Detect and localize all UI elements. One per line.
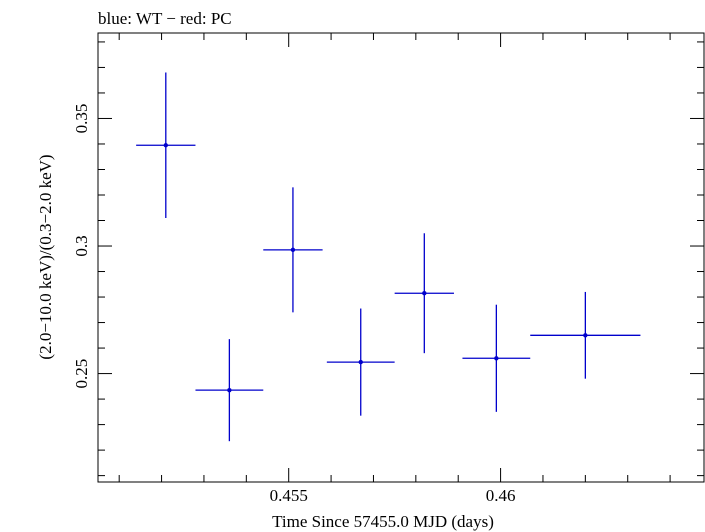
axis-ticks — [98, 33, 704, 482]
x-tick-label: 0.455 — [270, 486, 308, 505]
chart-title: blue: WT − red: PC — [98, 9, 232, 28]
data-point — [195, 339, 264, 442]
x-tick-labels: 0.455 0.46 — [270, 486, 516, 505]
y-axis-label: (2.0−10.0 keV)/(0.3−2.0 keV) — [36, 154, 55, 359]
x-axis-label: Time Since 57455.0 MJD (days) — [272, 512, 494, 531]
data-point — [530, 291, 641, 379]
data-point — [462, 304, 531, 412]
y-tick-label: 0.25 — [72, 359, 91, 389]
data-point — [136, 72, 196, 218]
point-marker — [583, 333, 588, 338]
plot-frame — [97, 32, 705, 483]
data-point — [394, 233, 454, 354]
point-marker — [227, 387, 232, 393]
data-points — [136, 72, 641, 442]
data-point — [263, 187, 323, 313]
point-marker — [163, 143, 169, 148]
y-tick-label: 0.3 — [72, 235, 91, 256]
y-tick-label: 0.35 — [72, 104, 91, 134]
point-marker — [422, 291, 427, 296]
point-marker — [494, 356, 499, 361]
y-tick-labels: 0.25 0.3 0.35 — [72, 104, 91, 389]
point-marker — [358, 359, 363, 365]
data-point — [326, 308, 395, 416]
point-marker — [290, 247, 296, 253]
x-tick-label: 0.46 — [486, 486, 516, 505]
